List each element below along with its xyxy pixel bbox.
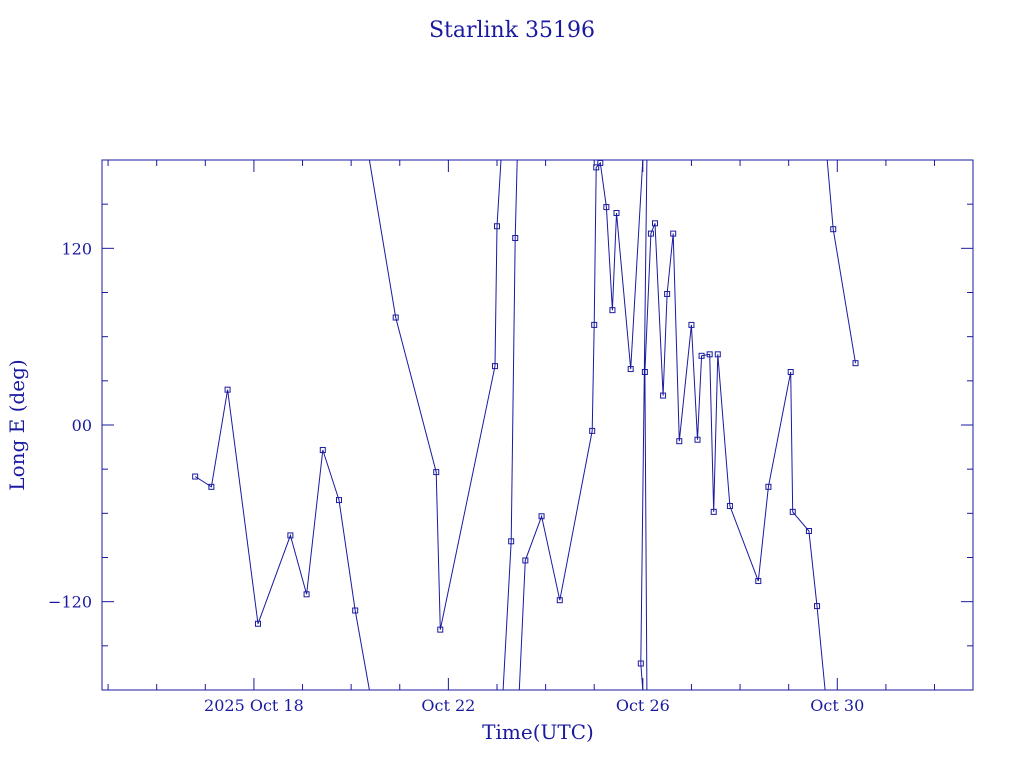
data-point xyxy=(433,469,440,476)
data-point xyxy=(613,210,620,216)
data-point xyxy=(670,230,677,237)
data-point xyxy=(589,427,596,434)
y-axis-label: Long E (deg) xyxy=(5,359,29,490)
x-tick-label: 2025 Oct 18 xyxy=(204,696,304,715)
data-point xyxy=(208,483,215,490)
data-point xyxy=(591,321,598,328)
data-point xyxy=(303,591,310,598)
data-point xyxy=(491,363,498,370)
data-point xyxy=(814,603,821,610)
data-point xyxy=(437,626,444,633)
data-point xyxy=(789,508,796,515)
data-point xyxy=(676,438,683,445)
x-tick-label: Oct 22 xyxy=(421,696,475,715)
data-point xyxy=(508,538,515,545)
series-line xyxy=(194,159,856,691)
data-point xyxy=(698,352,705,359)
data-point xyxy=(522,557,529,564)
x-tick-label: Oct 30 xyxy=(810,696,864,715)
data-point xyxy=(805,528,812,534)
data-point xyxy=(694,436,701,443)
data-point xyxy=(224,386,231,393)
data-point xyxy=(664,290,671,297)
data-point xyxy=(714,351,721,358)
data-point xyxy=(688,321,695,328)
y-tick-label: −120 xyxy=(48,593,92,612)
data-point xyxy=(335,497,342,504)
data-point xyxy=(319,447,326,454)
data-point xyxy=(493,223,500,230)
chart-title: Starlink 35196 xyxy=(429,18,595,43)
y-tick-label: 00 xyxy=(72,416,92,435)
data-point xyxy=(660,392,667,399)
x-tick-label: Oct 26 xyxy=(616,696,670,715)
data-point xyxy=(392,314,399,321)
longitude-series xyxy=(194,159,856,691)
data-point xyxy=(538,513,545,520)
data-point xyxy=(603,204,610,211)
data-point xyxy=(651,220,658,227)
y-tick-label: 120 xyxy=(61,239,92,258)
data-point xyxy=(287,532,294,539)
data-point xyxy=(726,502,733,509)
data-point xyxy=(254,620,261,627)
data-point xyxy=(192,473,199,480)
data-point xyxy=(512,235,519,242)
data-markers xyxy=(192,159,859,667)
x-axis-label: Time(UTC) xyxy=(482,720,594,744)
data-point xyxy=(755,578,762,585)
data-point xyxy=(787,369,794,375)
data-point xyxy=(597,159,604,166)
data-point xyxy=(710,508,717,515)
data-point xyxy=(637,660,644,667)
y-tick-labels: 120 00 −120 xyxy=(48,239,92,611)
data-point xyxy=(706,351,713,358)
data-point xyxy=(609,307,616,314)
data-point xyxy=(352,607,359,614)
data-point xyxy=(647,230,654,237)
data-point xyxy=(641,369,648,375)
data-point xyxy=(593,164,600,171)
data-point xyxy=(627,366,634,373)
data-point xyxy=(765,483,772,490)
data-point xyxy=(830,226,837,233)
x-tick-labels: 2025 Oct 18 Oct 22 Oct 26 Oct 30 xyxy=(204,696,864,715)
data-point xyxy=(556,597,563,604)
data-point xyxy=(852,360,859,367)
